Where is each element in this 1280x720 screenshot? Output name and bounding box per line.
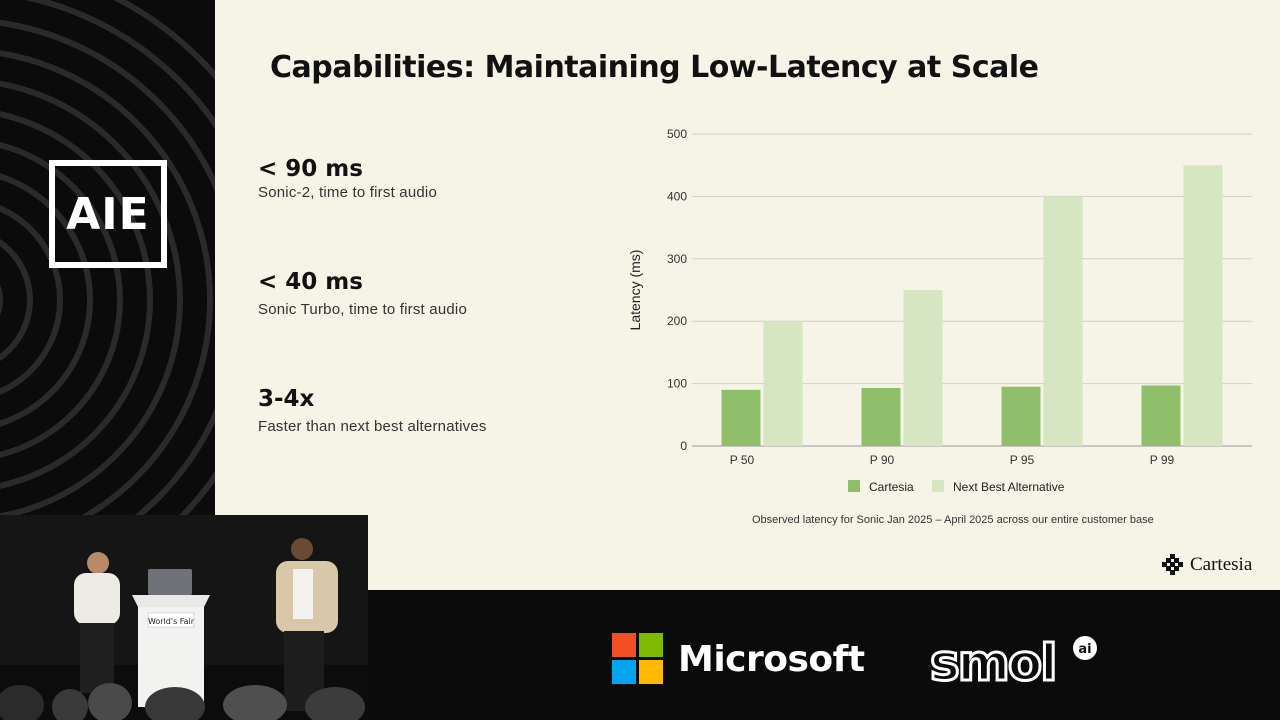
x-tick-label: P 95 <box>1010 453 1035 467</box>
y-tick-label: 300 <box>667 252 687 266</box>
legend-swatch <box>848 480 860 492</box>
aie-logo-text: AIE <box>66 188 150 240</box>
latency-bar-chart: 0 100 200 300 400 500 Latency (ms) P 50 P 90 P 95… <box>627 127 1252 494</box>
bar-alternative <box>903 290 943 446</box>
legend-label: Cartesia <box>869 480 914 494</box>
stat-value: < 90 ms <box>258 156 363 182</box>
y-tick-label: 500 <box>667 127 687 141</box>
chart-caption: Observed latency for Sonic Jan 2025 – Ap… <box>752 514 1154 526</box>
cartesia-logo: Cartesia <box>1162 554 1252 576</box>
y-axis-label: Latency (ms) <box>627 250 643 331</box>
x-tick-label: P 50 <box>730 453 755 467</box>
bar-cartesia <box>721 389 761 446</box>
smol-ai-logo: smol ai <box>930 633 1097 690</box>
concentric-pattern <box>0 0 215 515</box>
microsoft-windows-icon <box>612 633 663 684</box>
bar-alternative <box>1183 165 1223 446</box>
bar-cartesia <box>861 387 901 446</box>
stat-desc: Sonic Turbo, time to first audio <box>258 301 467 318</box>
stat-value: 3-4x <box>258 386 315 412</box>
stat-ttfa-sonic-turbo: < 40 ms Sonic Turbo, time to first audio <box>258 268 467 320</box>
microsoft-name: Microsoft <box>678 638 865 680</box>
smol-wordmark: smol <box>930 634 1055 690</box>
y-tick-label: 0 <box>680 439 687 453</box>
bar-alternative <box>763 321 803 446</box>
legend-label: Next Best Alternative <box>953 480 1065 494</box>
legend-swatch <box>932 480 944 492</box>
stat-desc: Faster than next best alternatives <box>258 418 487 435</box>
slide-title: Capabilities: Maintaining Low-Latency at… <box>270 50 1039 85</box>
y-tick-label: 200 <box>667 314 687 328</box>
bar-cartesia <box>1141 385 1181 446</box>
podium-sign: World's Fair <box>148 617 195 626</box>
cartesia-name: Cartesia <box>1190 554 1253 575</box>
stat-value: < 40 ms <box>258 269 363 295</box>
ai-badge-icon <box>1073 636 1097 660</box>
stat-desc: Sonic-2, time to first audio <box>258 184 438 201</box>
presentation-slide: Capabilities: Maintaining Low-Latency at… <box>215 0 1280 590</box>
y-tick-label: 400 <box>667 189 687 203</box>
y-tick-label: 100 <box>667 377 687 391</box>
bar-cartesia <box>1001 386 1041 446</box>
x-tick-label: P 90 <box>870 453 895 467</box>
aie-logo: AIE <box>49 160 167 268</box>
speaker-left <box>74 552 120 693</box>
stage-scene: World's Fair <box>0 515 368 720</box>
stat-ttfa-sonic2: < 90 ms Sonic-2, time to first audio <box>258 155 437 203</box>
stat-speedup: 3-4x Faster than next best alternatives <box>258 385 487 437</box>
bar-alternative <box>1043 196 1083 446</box>
x-tick-label: P 99 <box>1150 453 1175 467</box>
cartesia-mark-icon <box>1162 554 1183 575</box>
speaker-camera-feed: World's Fair <box>0 515 368 720</box>
microsoft-logo: Microsoft <box>612 633 865 685</box>
ai-badge-text: ai <box>1078 642 1091 657</box>
